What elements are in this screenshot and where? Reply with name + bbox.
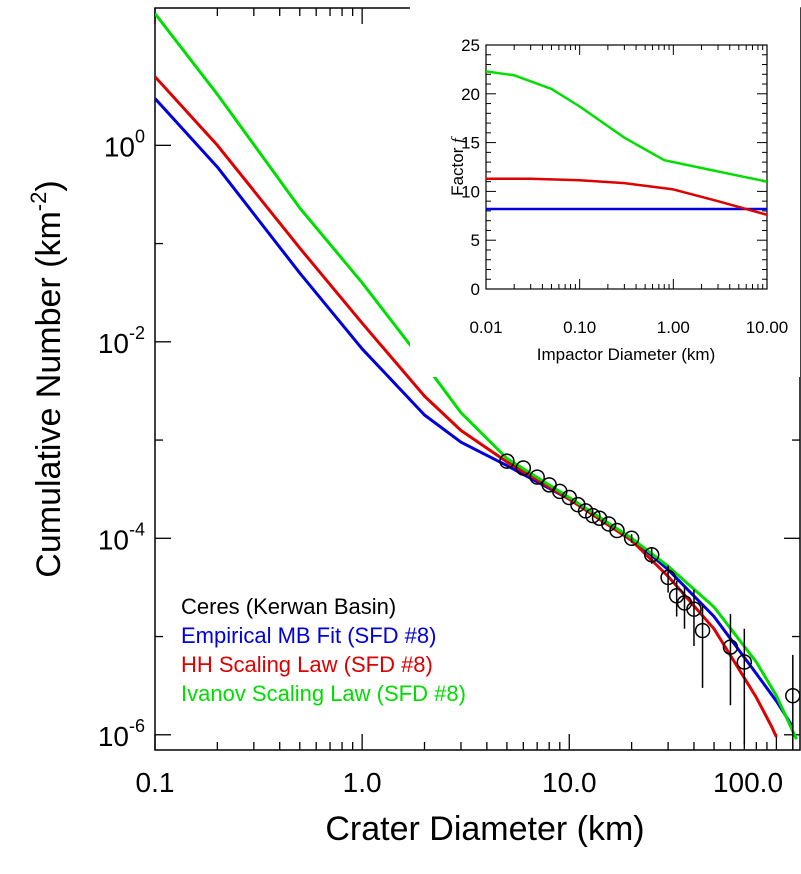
inset-y-axis-title: Factor f <box>448 136 467 196</box>
y-tick-label-base: 10 <box>104 131 135 162</box>
inset-y-tick-label: 20 <box>461 85 480 104</box>
series-line <box>155 12 798 740</box>
observation-point <box>529 469 545 485</box>
y-tick-label: 10-2 <box>98 323 145 359</box>
y-axis-title-text: Cumulative Number (km <box>30 211 68 578</box>
series-line <box>155 97 795 728</box>
y-tick-label-base: 10 <box>98 524 129 555</box>
x-tick-label: 0.1 <box>136 767 175 798</box>
observation-point <box>660 569 676 586</box>
observation-point <box>591 510 608 526</box>
y-tick-label: 10-4 <box>98 519 145 555</box>
x-tick-label: 100.0 <box>713 767 783 798</box>
inset-tick-labels: 0.01 0.10 1.00 10.00 0 5 10 15 20 25 <box>461 36 788 337</box>
observation-point <box>515 460 532 476</box>
legend: Ceres (Kerwan Basin) Empirical MB Fit (SF… <box>181 594 466 706</box>
observation-point <box>499 453 515 469</box>
observation-point <box>643 547 660 563</box>
observation-point <box>722 639 739 655</box>
observation-point <box>785 687 801 704</box>
legend-entry: Ceres (Kerwan Basin) <box>181 594 396 619</box>
inset-y-tick-label: 10 <box>461 182 480 201</box>
legend-entry: Ivanov Scaling Law (SFD #8) <box>181 681 466 706</box>
y-tick-label-base: 10 <box>98 328 129 359</box>
y-tick-label: 100 <box>104 126 145 162</box>
inset-series-line <box>486 177 767 217</box>
inset-x-tick-label: 0.10 <box>563 318 596 337</box>
inset-x-tick-label: 1.00 <box>657 318 690 337</box>
y-tick-label-exp: 0 <box>135 126 145 146</box>
inset-y-tick-label: 0 <box>471 280 480 299</box>
inset-axis-ticks <box>485 44 768 290</box>
observation-point <box>609 522 625 539</box>
legend-entry: HH Scaling Law (SFD #8) <box>181 652 433 677</box>
y-axis-title-close: ) <box>30 180 68 191</box>
legend-entry: Empirical MB Fit (SFD #8) <box>181 623 436 648</box>
inset-y-axis-title-text: Factor <box>448 143 467 196</box>
inset-x-axis-title: Impactor Diameter (km) <box>537 345 716 364</box>
x-tick-label: 10.0 <box>542 767 597 798</box>
observation-point <box>623 530 640 547</box>
inset-y-tick-label: 15 <box>461 134 480 153</box>
inset-series-line <box>486 70 767 183</box>
inset-x-tick-label: 10.00 <box>746 318 789 337</box>
y-tick-label: 10-6 <box>98 716 145 752</box>
y-tick-label-exp: -2 <box>129 323 145 343</box>
inset-plot: 0.01 0.10 1.00 10.00 0 5 10 15 20 25 Impactor Dia… <box>410 5 800 377</box>
inset-x-tick-label: 0.01 <box>469 318 502 337</box>
y-axis-title: Cumulative Number (km-2) <box>26 180 68 577</box>
y-axis-title-sup: -2 <box>26 192 51 212</box>
observation-point <box>585 507 601 524</box>
y-tick-label-exp: -6 <box>129 716 145 736</box>
series-line <box>155 75 778 738</box>
y-tick-label-base: 10 <box>98 721 129 752</box>
observation-point <box>686 601 702 617</box>
main-series-group <box>155 12 798 740</box>
observation-point <box>736 654 753 670</box>
inset-background <box>410 5 800 377</box>
observation-points <box>499 453 801 750</box>
x-tick-label: 1.0 <box>343 767 382 798</box>
observation-point <box>694 622 711 639</box>
y-tick-label-exp: -4 <box>129 519 145 539</box>
inset-plot-frame <box>485 44 768 290</box>
inset-y-tick-label: 25 <box>461 36 480 55</box>
inset-series-group <box>486 70 767 217</box>
inset-y-tick-label: 5 <box>471 231 480 250</box>
x-axis-title: Crater Diameter (km) <box>325 810 644 848</box>
inset-y-axis-title-italic: f <box>448 136 467 143</box>
